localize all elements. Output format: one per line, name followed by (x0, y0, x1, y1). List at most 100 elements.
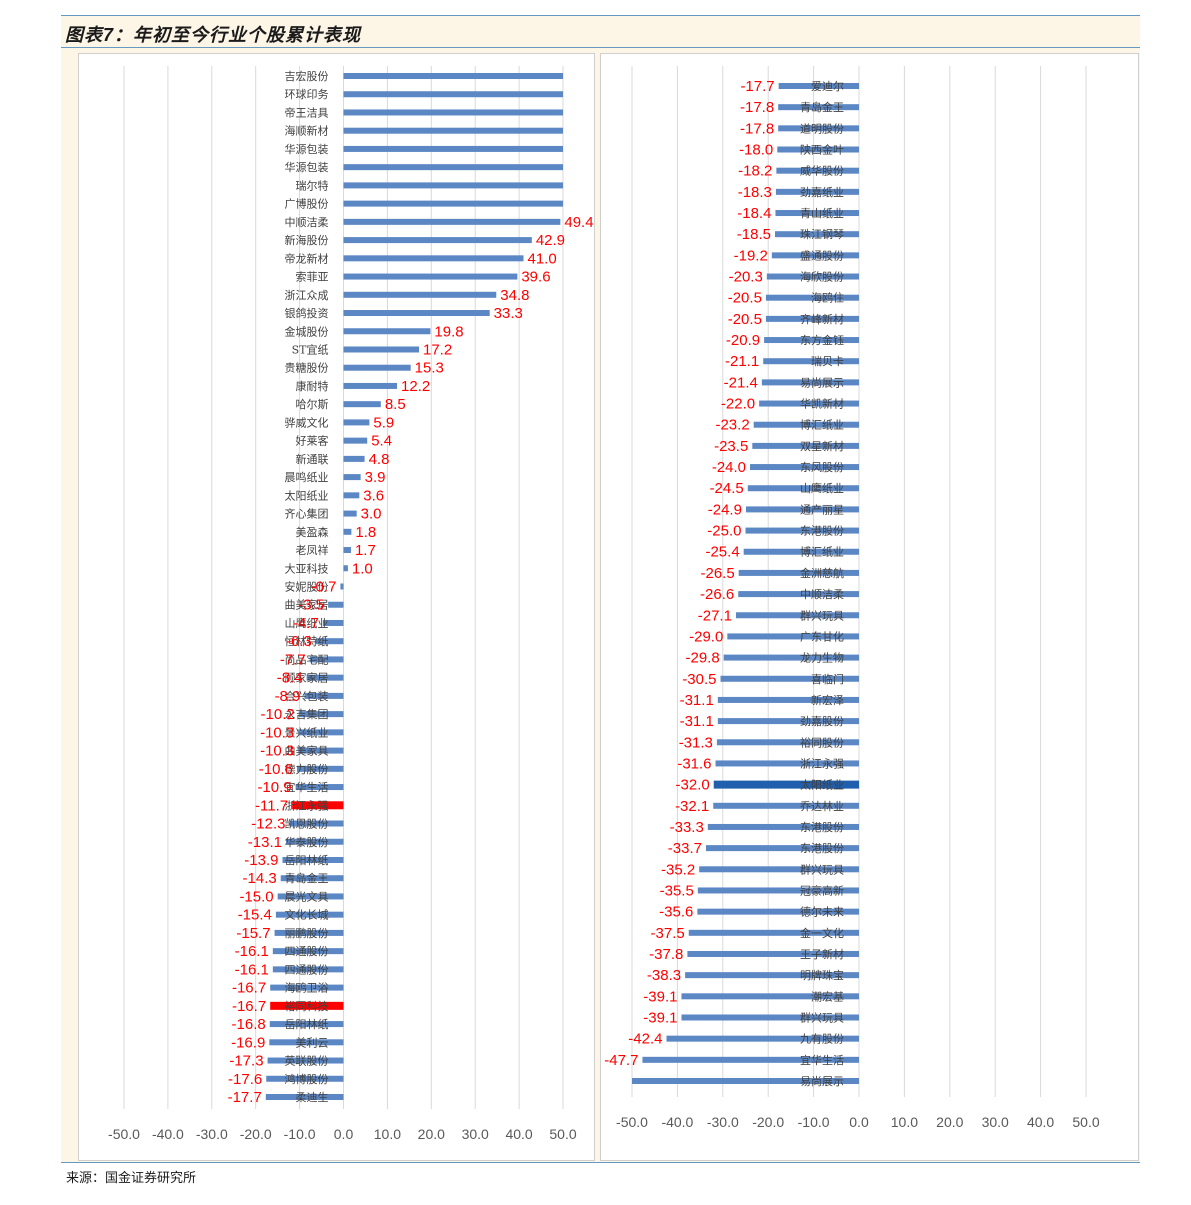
left-data-label: -13.1 (248, 834, 282, 851)
right-bar (745, 527, 859, 534)
left-category-label: 海鸥卫浴 (285, 981, 329, 995)
left-chart-panel: -50.0 -40.0 -30.0 -20.0 -10.0 0.0 10.0 20.0 30.0… (78, 53, 595, 1161)
right-bar (687, 950, 859, 957)
right-bar (735, 612, 859, 619)
left-category-label: 华源包装 (285, 160, 329, 174)
left-tick-label: -10.0 (284, 1126, 316, 1142)
right-data-label: -18.4 (737, 205, 771, 222)
right-bar (750, 464, 859, 471)
right-category-label: 广东甘化 (800, 629, 844, 643)
right-data-label: -35.2 (661, 861, 695, 878)
left-bar (343, 437, 368, 444)
left-bar (343, 419, 370, 426)
right-bar (697, 887, 859, 894)
left-bar (280, 875, 344, 882)
right-tick-label: -30.0 (707, 1114, 739, 1130)
right-data-label: -24.5 (710, 480, 744, 497)
left-bar (322, 619, 344, 626)
left-bar (309, 656, 344, 663)
left-category-label: 好莱客 (296, 434, 329, 448)
right-bar (685, 972, 859, 979)
left-bar (304, 692, 344, 699)
left-category-label: 浙江众成 (285, 289, 329, 302)
right-tick-label: 20.0 (936, 1114, 963, 1130)
right-bar (747, 485, 859, 492)
source-note: 来源：国金证券研究所 (66, 1170, 197, 1185)
left-data-label: -10.2 (261, 706, 295, 723)
right-bar (775, 188, 859, 195)
right-data-label: -32.0 (676, 777, 710, 794)
right-data-label: -23.2 (715, 417, 749, 434)
right-category-label: 劲嘉股份 (800, 714, 844, 728)
right-bar (713, 802, 859, 809)
right-category-label: 双星新材 (800, 439, 844, 453)
left-bar (343, 127, 563, 134)
right-tick-label: 30.0 (982, 1114, 1009, 1130)
left-data-label: -6.3 (286, 633, 312, 650)
left-data-label: 1.0 (352, 560, 373, 577)
left-bar (343, 565, 348, 572)
right-data-label: -42.4 (628, 1031, 662, 1048)
right-data-label: -33.3 (670, 819, 704, 836)
left-bar (343, 145, 563, 152)
right-data-label: -38.3 (647, 967, 681, 984)
right-category-label: 华凯新材 (800, 397, 844, 411)
right-category-label: 山鹰纸业 (800, 481, 844, 495)
left-bar (306, 674, 344, 681)
left-category-label: 中顺洁柔 (285, 216, 329, 229)
right-category-label: 明牌珠宝 (800, 968, 844, 982)
left-data-label: 1.8 (355, 524, 376, 541)
right-bar (720, 675, 859, 682)
left-data-label: 3.9 (365, 469, 386, 486)
left-tick-label: 30.0 (462, 1126, 489, 1142)
left-data-label: -17.6 (228, 1071, 262, 1088)
left-data-label: -14.3 (243, 870, 277, 887)
left-category-label: 帝龙新材 (285, 251, 329, 265)
left-bar (298, 729, 344, 736)
right-bar (707, 823, 859, 830)
left-category-label: 裕同科技 (285, 999, 329, 1013)
right-data-label: -37.8 (649, 946, 683, 963)
left-data-label: -3.5 (298, 597, 324, 614)
left-category-label: 丽鹏股份 (285, 927, 329, 940)
right-category-label: 群兴玩具 (800, 608, 844, 622)
left-bar (343, 200, 563, 207)
left-data-label: -15.0 (239, 888, 273, 905)
right-category-label: 宜华生活 (800, 1053, 844, 1067)
right-data-label: -25.0 (707, 523, 741, 540)
right-bar (681, 1014, 859, 1021)
left-bar (343, 218, 561, 225)
left-data-label: -7.7 (280, 651, 306, 668)
right-category-label: 道明股份 (800, 121, 844, 135)
left-bar (296, 765, 344, 772)
right-bar (771, 252, 859, 259)
right-tick-label: 0.0 (849, 1114, 869, 1130)
right-bar (717, 696, 859, 703)
left-category-label: 新通联 (296, 452, 329, 466)
left-category-label: 合兴包装 (285, 689, 329, 703)
left-bar (343, 547, 351, 554)
right-category-label: 东港股份 (800, 842, 844, 855)
right-category-label: 青岛金王 (800, 100, 844, 114)
left-category-label: 大亚科技 (285, 561, 329, 575)
right-data-label: -19.2 (734, 247, 768, 264)
right-data-label: -23.5 (714, 438, 748, 455)
left-data-label: -10.9 (257, 779, 291, 796)
right-category-label: 乔达林业 (800, 799, 844, 813)
right-category-label: 齐峰新材 (800, 312, 844, 326)
right-bar (738, 569, 859, 576)
left-category-label: 英联股份 (285, 1054, 329, 1068)
right-category-label: 海鸥住 (811, 291, 844, 305)
figure-title: 图表7：年初至今行业个股累计表现 (65, 25, 362, 45)
right-data-label: -18.5 (737, 226, 771, 243)
left-data-label: -16.1 (235, 961, 269, 978)
right-data-label: -17.8 (740, 120, 774, 137)
left-data-label: 41.0 (527, 250, 556, 267)
left-data-label: 3.0 (361, 506, 382, 523)
left-data-label: -15.7 (236, 925, 270, 942)
left-data-label: -16.8 (232, 1016, 266, 1033)
right-bar (775, 231, 859, 238)
left-tick-label: -30.0 (196, 1126, 228, 1142)
right-data-label: -24.9 (708, 501, 742, 518)
left-category-label: 广博股份 (285, 198, 329, 211)
